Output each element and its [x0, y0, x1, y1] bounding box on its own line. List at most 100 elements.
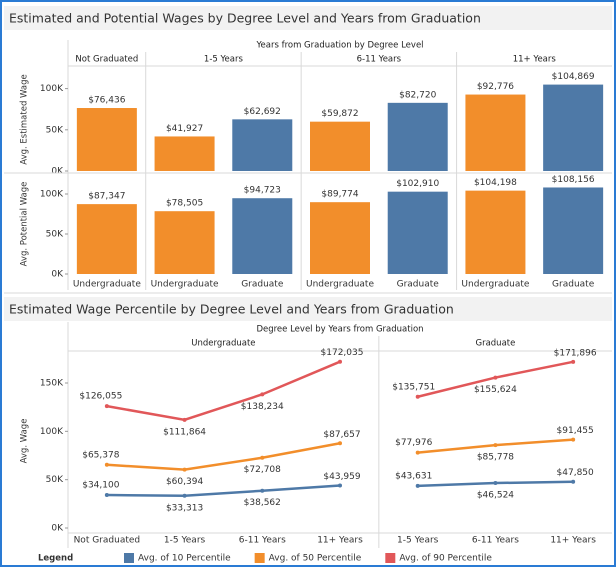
- legend-label: Avg. of 50 Percentile: [269, 554, 362, 564]
- column-header: Degree Level by Years from Graduation: [256, 325, 423, 335]
- series-line: [106, 442, 341, 471]
- x-tick-label: Graduate: [397, 280, 440, 290]
- data-label: $85,778: [477, 453, 514, 463]
- y-tick-label: 0K: [51, 167, 64, 177]
- data-label: $135,751: [392, 382, 435, 392]
- bar: [232, 198, 293, 274]
- y-tick-label: 150K: [40, 379, 64, 389]
- x-tick-label: 1-5 Years: [397, 536, 439, 546]
- y-tick-label: 100K: [40, 427, 64, 437]
- legend-title: Legend: [38, 554, 73, 564]
- y-axis-label: Avg. Wage: [20, 419, 30, 464]
- x-tick-label: 1-5 Years: [164, 536, 206, 546]
- point: [182, 493, 187, 498]
- y-axis-label: Avg. Estimated Wage: [20, 74, 30, 164]
- point: [260, 392, 265, 397]
- point: [571, 359, 576, 364]
- title-band: [4, 297, 612, 321]
- data-label: $91,455: [557, 426, 594, 436]
- group-header: 11+ Years: [513, 55, 557, 65]
- data-label: $172,035: [321, 348, 364, 358]
- bar: [232, 119, 293, 171]
- data-label: $77,976: [395, 438, 432, 448]
- bar: [465, 94, 526, 171]
- data-label: $46,524: [477, 491, 514, 501]
- data-label: $72,708: [244, 465, 281, 475]
- point: [415, 483, 420, 488]
- group-header: Not Graduated: [75, 55, 138, 65]
- x-tick-label: Undergraduate: [73, 280, 141, 290]
- title-band: [4, 6, 612, 30]
- chart-title: Estimated Wage Percentile by Degree Leve…: [9, 302, 454, 317]
- point: [182, 417, 187, 422]
- y-tick-label: 0K: [51, 524, 64, 534]
- legend-label: Avg. of 10 Percentile: [138, 554, 231, 564]
- data-label: $102,910: [396, 179, 439, 189]
- group-header: 1-5 Years: [204, 55, 244, 65]
- y-tick-label: 100K: [40, 84, 64, 94]
- x-tick-label: 6-11 Years: [239, 536, 286, 546]
- point: [493, 375, 498, 380]
- data-label: $76,436: [88, 96, 125, 106]
- legend-label: Avg. of 90 Percentile: [399, 554, 492, 564]
- chart-title: Estimated and Potential Wages by Degree …: [9, 11, 481, 26]
- bar: [310, 121, 370, 171]
- series-line: [106, 360, 341, 422]
- data-label: $43,631: [395, 471, 432, 481]
- point: [338, 483, 342, 488]
- data-label: $59,872: [321, 109, 358, 119]
- bar: [76, 204, 137, 274]
- point: [571, 437, 576, 442]
- bar: [387, 191, 448, 274]
- group-header: Graduate: [476, 339, 516, 349]
- point: [493, 481, 498, 486]
- y-tick-label: 50K: [46, 475, 64, 485]
- data-label: $126,055: [79, 392, 122, 402]
- y-tick-label: 50K: [46, 230, 64, 240]
- data-label: $87,347: [88, 192, 125, 202]
- point: [338, 359, 342, 364]
- point: [260, 488, 265, 493]
- data-label: $89,774: [321, 190, 358, 200]
- data-label: $155,624: [474, 385, 517, 395]
- x-tick-label: Undergraduate: [461, 280, 529, 290]
- point: [493, 443, 498, 448]
- column-header: Years from Graduation by Degree Level: [255, 41, 423, 51]
- series-line: [106, 484, 341, 498]
- data-label: $138,234: [241, 402, 284, 412]
- x-tick-label: Not Graduated: [74, 536, 141, 546]
- data-label: $92,776: [477, 82, 514, 92]
- data-label: $60,394: [166, 477, 203, 487]
- bar: [76, 108, 137, 171]
- data-label: $171,896: [554, 348, 597, 358]
- point: [104, 404, 109, 409]
- x-tick-label: Graduate: [241, 280, 284, 290]
- bar: [310, 202, 370, 274]
- point: [182, 467, 187, 472]
- x-tick-label: 11+ Years: [317, 536, 363, 546]
- bar: [465, 190, 526, 274]
- y-tick-label: 0K: [51, 270, 64, 280]
- data-label: $111,864: [163, 427, 206, 437]
- data-label: $94,723: [244, 186, 281, 196]
- legend-swatch: [124, 553, 134, 563]
- point: [415, 394, 420, 399]
- group-header: Undergraduate: [191, 339, 255, 349]
- data-label: $65,378: [82, 450, 119, 460]
- point: [104, 493, 109, 498]
- legend-swatch: [254, 553, 265, 563]
- point: [415, 450, 420, 455]
- y-tick-label: 100K: [40, 190, 64, 200]
- x-tick-label: 6-11 Years: [472, 536, 519, 546]
- data-label: $34,100: [82, 481, 119, 491]
- point: [571, 479, 576, 484]
- x-tick-label: Graduate: [552, 280, 595, 290]
- data-label: $108,156: [552, 175, 595, 185]
- data-label: $82,720: [399, 90, 436, 100]
- point: [338, 441, 342, 446]
- bar: [543, 187, 604, 274]
- bar: [387, 102, 448, 171]
- data-label: $62,692: [244, 107, 281, 117]
- data-label: $78,505: [166, 199, 203, 209]
